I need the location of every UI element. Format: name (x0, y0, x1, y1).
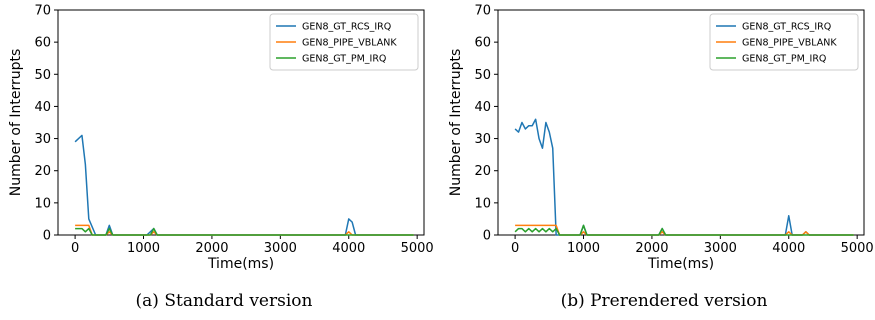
x-tick-label: 1000 (127, 241, 160, 256)
y-tick-label: 50 (34, 68, 51, 83)
figure-caption: (a) Standard version (136, 291, 313, 311)
y-tick-label: 0 (43, 229, 51, 244)
y-tick-label: 40 (474, 100, 491, 115)
y-tick-label: 60 (474, 36, 491, 51)
x-tick-label: 1000 (567, 241, 600, 256)
y-tick-label: 10 (34, 196, 51, 211)
x-axis-label: Time(ms) (647, 256, 714, 272)
y-tick-label: 20 (34, 164, 51, 179)
series-line-gen8-gt-rcs-irq (74, 134, 414, 236)
x-tick-label: 3000 (704, 241, 737, 256)
y-tick-label: 0 (483, 229, 491, 244)
x-axis-label: Time(ms) (207, 256, 274, 272)
legend-box (269, 13, 419, 71)
legend-entry: GEN8_GT_RCS_IRQ (742, 22, 831, 33)
legend: GEN8_GT_RCS_IRQ GEN8_PIPE_VBLANK GEN8_GT_P… (709, 13, 859, 71)
y-tick-label: 30 (34, 132, 51, 147)
legend-box (709, 13, 859, 71)
series-line-gen8-pipe-vblank (75, 224, 414, 236)
x-tick-label: 0 (71, 241, 79, 256)
x-tick-label: 2000 (635, 241, 668, 256)
x-tick-label: 2000 (195, 241, 228, 256)
chart-panel-a: 0 10 20 30 40 50 60 70 0 1000 2000 3000 4000 5000 Time… (8, 4, 434, 312)
series-line-gen8-pipe-vblank (515, 224, 854, 236)
legend-entry: GEN8_PIPE_VBLANK (742, 38, 837, 49)
x-tick-label: 4000 (772, 241, 805, 256)
series-line-gen8-gt-pm-irq (75, 227, 414, 236)
y-tick-label: 50 (474, 68, 491, 83)
series-line-gen8-gt-pm-irq (514, 224, 854, 236)
x-tick-label: 0 (511, 241, 519, 256)
series-line-gen8-gt-rcs-irq (514, 118, 854, 236)
y-tick-label: 20 (474, 164, 491, 179)
x-tick-label: 5000 (841, 241, 874, 256)
y-tick-label: 70 (34, 4, 51, 19)
legend-entry: GEN8_PIPE_VBLANK (302, 38, 397, 49)
y-tick-label: 40 (34, 100, 51, 115)
y-axis-label: Number of Interrupts (448, 49, 464, 197)
y-tick-label: 60 (34, 36, 51, 51)
x-tick-label: 3000 (264, 241, 297, 256)
y-axis-label: Number of Interrupts (8, 49, 24, 197)
x-tick-label: 5000 (401, 241, 434, 256)
figure-caption: (b) Prerendered version (561, 291, 768, 311)
legend-entry: GEN8_GT_PM_IRQ (302, 54, 386, 65)
chart-panel-b: 0 10 20 30 40 50 60 70 0 1000 2000 3000 4000 5000 Time… (448, 4, 874, 312)
y-tick-label: 70 (474, 4, 491, 19)
legend: GEN8_GT_RCS_IRQ GEN8_PIPE_VBLANK GEN8_GT_P… (269, 13, 419, 71)
legend-entry: GEN8_GT_RCS_IRQ (302, 22, 391, 33)
y-tick-label: 10 (474, 196, 491, 211)
y-tick-label: 30 (474, 132, 491, 147)
legend-entry: GEN8_GT_PM_IRQ (742, 54, 826, 65)
x-tick-label: 4000 (332, 241, 365, 256)
